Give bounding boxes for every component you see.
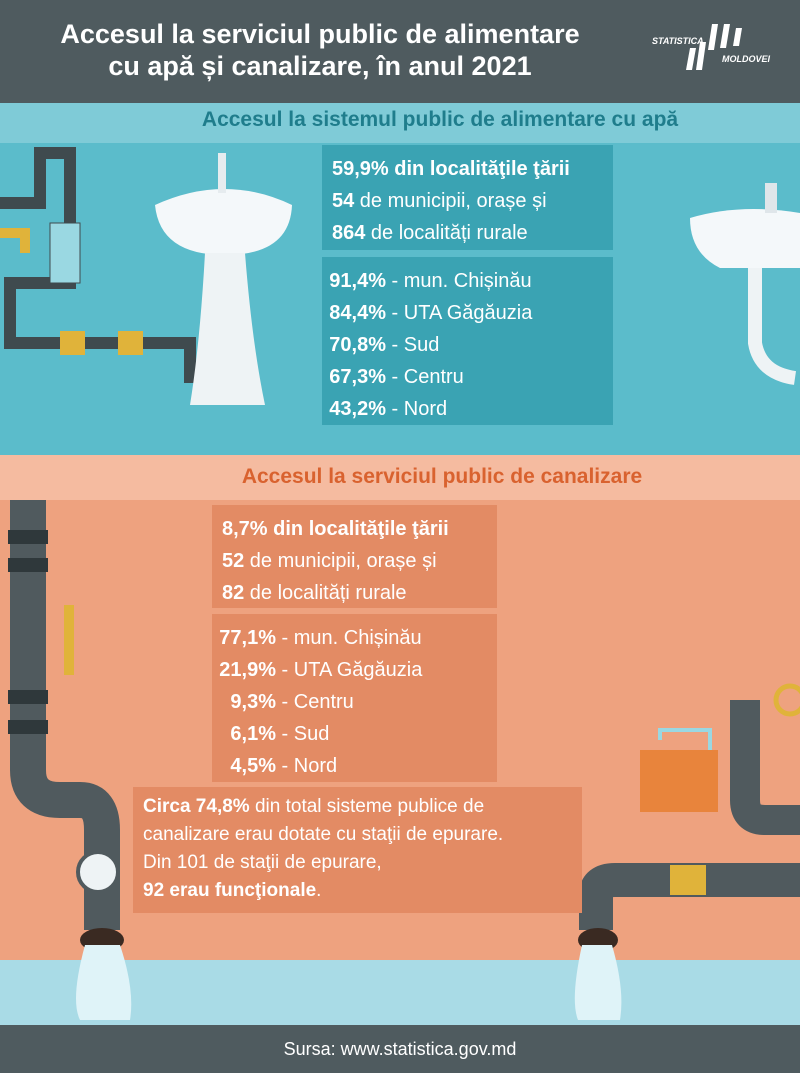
text-line: 52 de municipii, orașe și — [222, 545, 487, 577]
text-line: 59,9% din localităţile ţării — [332, 153, 603, 185]
region-label: - UTA Găgăuzia — [276, 659, 423, 681]
region-value: 4,5% — [230, 755, 276, 777]
water-outflow — [76, 928, 622, 1020]
text: canalizare erau dotate cu staţii de epur… — [143, 824, 504, 845]
region-label: - Centru — [276, 691, 354, 713]
footer: Sursa: www.statistica.gov.md — [0, 1025, 800, 1073]
region-label: - Sud — [386, 334, 440, 356]
region-label: - mun. Chișinău — [276, 627, 422, 649]
region-line: 43,2% - Nord — [322, 393, 603, 425]
region-value: 91,4% — [329, 270, 386, 292]
bold-text: 8,7% din localităţile ţării — [222, 518, 449, 540]
section-heading: Accesul la sistemul public de alimentare… — [201, 108, 679, 131]
text: Din 101 de staţii de epurare, — [143, 852, 382, 873]
text: de localități rurale — [365, 222, 528, 244]
region-label: - UTA Găgăuzia — [386, 302, 533, 324]
regions-box: 77,1% - mun. Chișinău 21,9% - UTA Găgăuzi… — [212, 614, 497, 782]
section-heading: Accesul la serviciul public de canalizar… — [241, 465, 643, 488]
region-value: 70,8% — [329, 334, 386, 356]
region-value: 77,1% — [219, 627, 276, 649]
region-line: 4,5% - Nord — [212, 750, 487, 782]
logo-text: MOLDOVEI — [722, 54, 771, 64]
logo-text: STATISTICA — [652, 36, 704, 46]
region-line: 77,1% - mun. Chișinău — [212, 622, 487, 654]
text-line: 54 de municipii, orașe și — [332, 185, 603, 217]
text-line: canalizare erau dotate cu staţii de epur… — [143, 821, 572, 849]
bold-text: 92 erau funcţionale — [143, 880, 317, 901]
text-line: 92 erau funcţionale. — [143, 877, 572, 905]
logo-mark — [686, 24, 742, 70]
text: . — [316, 880, 322, 901]
header: Accesul la serviciul public de alimentar… — [0, 0, 800, 103]
title: cu apă și canalizare, în anul 2021 — [108, 51, 532, 81]
region-line: 67,3% - Centru — [322, 361, 603, 393]
region-line: 21,9% - UTA Găgăuzia — [212, 654, 487, 686]
title: Accesul la serviciul public de alimentar… — [60, 19, 580, 49]
text-line: 864 de localități rurale — [332, 217, 603, 249]
heading-band — [0, 103, 800, 143]
bold-text: 52 — [222, 550, 245, 572]
region-line: 70,8% - Sud — [322, 329, 603, 361]
heading-band — [0, 455, 800, 500]
region-line: 84,4% - UTA Găgăuzia — [322, 297, 603, 329]
region-line: 6,1% - Sud — [212, 718, 487, 750]
water-illustration — [0, 147, 800, 405]
text-line: Circa 74,8% din total sisteme publice de — [143, 793, 572, 821]
region-value: 6,1% — [230, 723, 276, 745]
text: de municipii, orașe și — [244, 550, 437, 572]
region-label: - Nord — [276, 755, 338, 777]
bold-text: 82 — [222, 582, 245, 604]
text: de localități rurale — [244, 582, 407, 604]
region-line: 91,4% - mun. Chișinău — [322, 265, 603, 297]
region-label: - Centru — [386, 366, 464, 388]
region-value: 21,9% — [219, 659, 276, 681]
region-line: 9,3% - Centru — [212, 686, 487, 718]
bold-text: 864 — [332, 222, 366, 244]
text-line: 8,7% din localităţile ţării — [222, 513, 487, 545]
summary-box: 8,7% din localităţile ţării 52 de municip… — [212, 505, 497, 608]
text-line: Din 101 de staţii de epurare, — [143, 849, 572, 877]
text-line: 82 de localități rurale — [222, 577, 487, 609]
note-box: Circa 74,8% din total sisteme publice de… — [133, 787, 582, 913]
sewerage-illustration — [8, 500, 800, 930]
region-label: - Nord — [386, 398, 448, 420]
bold-text: 54 — [332, 190, 355, 212]
text: de municipii, orașe și — [354, 190, 547, 212]
water-pool — [0, 960, 800, 1025]
bold-text: Circa 74,8% — [143, 796, 250, 817]
region-value: 43,2% — [329, 398, 386, 420]
region-value: 67,3% — [329, 366, 386, 388]
regions-box: 91,4% - mun. Chișinău 84,4% - UTA Găgăuzi… — [322, 257, 613, 425]
region-value: 84,4% — [329, 302, 386, 324]
summary-box: 59,9% din localităţile ţării 54 de munici… — [322, 145, 613, 250]
bold-text: 59,9% din localităţile ţării — [332, 158, 570, 180]
region-label: - Sud — [276, 723, 330, 745]
text: din total sisteme publice de — [249, 796, 485, 817]
region-label: - mun. Chișinău — [386, 270, 532, 292]
region-value: 9,3% — [230, 691, 276, 713]
